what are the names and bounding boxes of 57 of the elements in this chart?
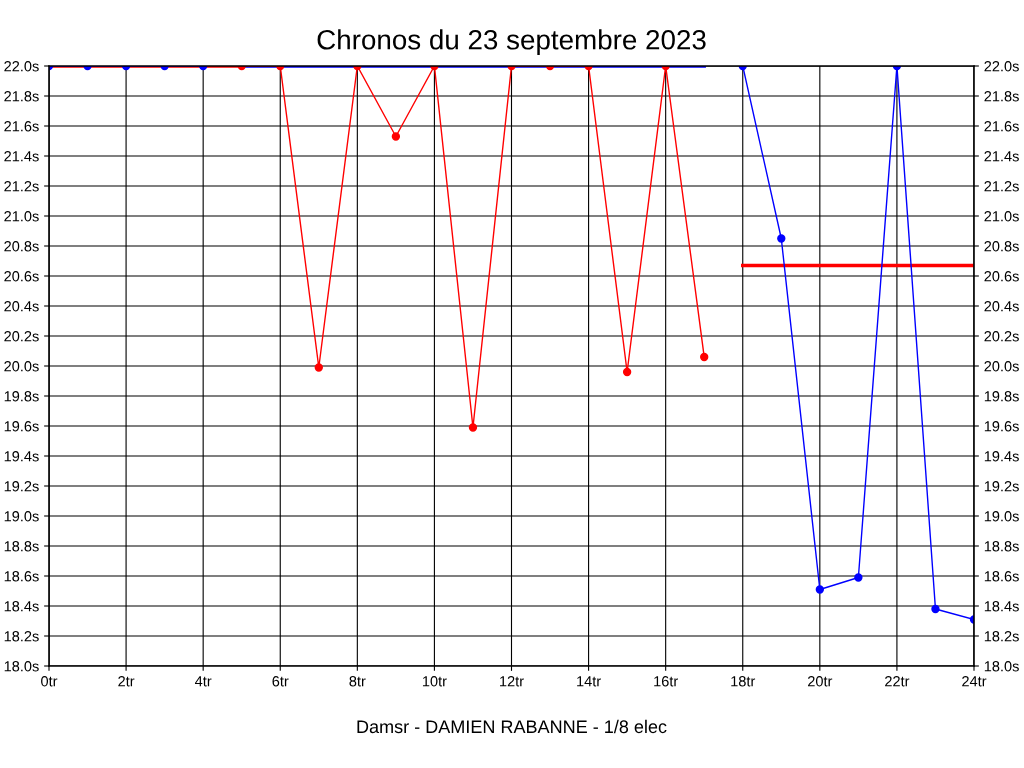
y2-tick-label: 22.0s <box>984 61 1019 72</box>
y-tick-label: 18.4s <box>4 601 39 612</box>
x-tick-label: 18tr <box>731 676 756 687</box>
y2-tick-label: 20.0s <box>984 361 1019 372</box>
y2-tick-label: 21.4s <box>984 151 1019 162</box>
y2-tick-label: 21.2s <box>984 181 1019 192</box>
x-tick-label: 22tr <box>885 676 910 687</box>
y2-tick-label: 18.2s <box>984 631 1019 642</box>
y-tick-label: 20.4s <box>4 301 39 312</box>
y2-tick-label: 20.2s <box>984 331 1019 342</box>
y-tick-label: 21.4s <box>4 151 39 162</box>
x-tick-label: 12tr <box>500 676 524 687</box>
y-tick-label: 19.8s <box>4 391 39 402</box>
y2-tick-label: 19.6s <box>984 421 1019 432</box>
y-tick-label: 19.0s <box>4 511 39 522</box>
y-tick-label: 21.0s <box>4 211 39 222</box>
y2-tick-label: 21.8s <box>984 91 1019 102</box>
y-tick-label: 19.6s <box>4 421 39 432</box>
y2-tick-label: 18.8s <box>984 541 1019 552</box>
x-tick-label: 24tr <box>962 676 987 687</box>
y2-tick-label: 19.2s <box>984 481 1019 492</box>
y2-tick-label: 18.0s <box>984 661 1019 672</box>
y2-tick-label: 20.4s <box>984 301 1019 312</box>
y-tick-label: 21.8s <box>4 91 39 102</box>
x-tick-label: 8tr <box>349 676 366 687</box>
y2-tick-label: 18.6s <box>984 571 1019 582</box>
y-tick-label: 21.2s <box>4 181 39 192</box>
y-tick-label: 18.2s <box>4 631 39 642</box>
x-tick-label: 10tr <box>422 676 447 687</box>
x-tick-label: 4tr <box>194 676 212 687</box>
y-tick-label: 21.6s <box>4 121 39 132</box>
y-tick-label: 20.2s <box>4 331 39 342</box>
y-tick-label: 22.0s <box>4 61 39 72</box>
chart-title: Chronos du 23 septembre 2023 <box>317 29 706 56</box>
y2-tick-label: 21.0s <box>984 211 1019 222</box>
x-axis-title: Damsr - DAMIEN RABANNE - 1/8 elec <box>357 719 667 734</box>
y2-tick-label: 19.0s <box>984 511 1019 522</box>
y2-tick-label: 19.4s <box>984 451 1019 462</box>
y2-tick-label: 20.8s <box>984 241 1019 252</box>
y2-tick-label: 20.6s <box>984 271 1019 282</box>
x-tick-label: 16tr <box>654 676 678 687</box>
x-tick-label: 0tr <box>41 676 58 687</box>
y-tick-label: 20.6s <box>4 271 39 282</box>
x-tick-label: 20tr <box>808 676 833 687</box>
y2-tick-label: 19.8s <box>984 391 1019 402</box>
y2-tick-label: 18.4s <box>984 601 1019 612</box>
y2-tick-label: 21.6s <box>984 121 1019 132</box>
y-tick-label: 18.6s <box>4 571 39 582</box>
y-tick-label: 18.8s <box>4 541 39 552</box>
x-tick-label: 2tr <box>118 676 135 687</box>
y-tick-label: 20.8s <box>4 241 39 252</box>
y-tick-label: 19.4s <box>4 451 39 462</box>
x-tick-label: 6tr <box>272 676 289 687</box>
y-tick-label: 20.0s <box>4 361 39 372</box>
y-tick-label: 18.0s <box>4 661 39 672</box>
x-tick-label: 14tr <box>577 676 601 687</box>
y-tick-label: 19.2s <box>4 481 39 492</box>
